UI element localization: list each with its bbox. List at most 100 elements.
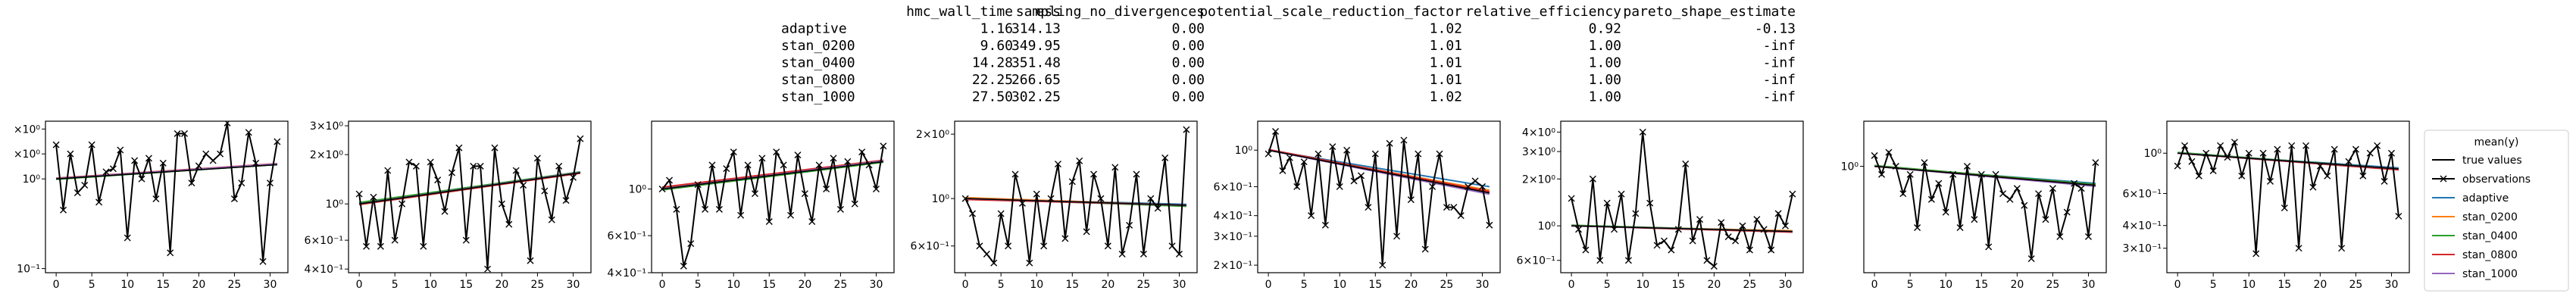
- observation-marker: [801, 190, 808, 198]
- x-tick-label: 20: [1707, 279, 1721, 291]
- y-tick-label: 10⁰: [932, 193, 950, 205]
- observation-marker: [52, 141, 60, 148]
- plot-frame: [954, 120, 1198, 273]
- x-tick-label: 10: [1030, 279, 1043, 291]
- observation-marker: [666, 176, 674, 184]
- x-tick-label: 15: [1671, 279, 1685, 291]
- observation-marker: [2035, 190, 2043, 198]
- observation-marker: [117, 146, 124, 154]
- plot-area: [1265, 128, 1493, 269]
- observation-marker: [1421, 245, 1429, 253]
- observation-marker: [2302, 142, 2310, 149]
- observation-marker: [2366, 149, 2374, 157]
- table-cell: 266.65: [1011, 72, 1061, 88]
- x-tick-label: 15: [762, 279, 776, 291]
- y-tick-label: 10⁻¹: [17, 264, 40, 276]
- observation-marker: [470, 162, 477, 170]
- observation-marker: [123, 234, 131, 242]
- chart-panel: 0 5 10 15 20 25 30 3×10⁻¹ 4×10⁻¹ 6×10⁻¹ 10⁰: [2123, 120, 2410, 291]
- observation-marker: [412, 162, 420, 170]
- observation-marker: [1293, 183, 1301, 190]
- observation-marker: [1083, 228, 1090, 236]
- x-tick-label: 5: [998, 279, 1005, 291]
- observation-marker: [1611, 226, 1618, 233]
- observation-marker: [138, 175, 145, 183]
- true-values-line: [56, 164, 277, 180]
- y-tick-label: 2×10⁰: [310, 149, 343, 161]
- observation-marker: [520, 182, 527, 189]
- observation-marker: [1133, 170, 1140, 178]
- observation-marker: [1753, 216, 1761, 223]
- legend-item: stan_0200: [2432, 211, 2518, 223]
- observation-marker: [548, 216, 555, 223]
- observation-marker: [1646, 199, 1654, 207]
- plot-frame: [1863, 120, 2107, 273]
- table-cell: 0.00: [1172, 72, 1205, 88]
- observation-marker: [1568, 195, 1575, 202]
- observations-line: [1268, 131, 1490, 266]
- fit-line: [1874, 164, 2096, 186]
- x-tick-label: 30: [2385, 279, 2399, 291]
- observations-line: [55, 123, 278, 262]
- observation-marker: [266, 180, 274, 187]
- legend-box: [2424, 130, 2569, 292]
- observation-marker: [2209, 167, 2217, 174]
- observation-marker: [737, 211, 745, 219]
- plot-frame: [651, 120, 895, 273]
- observation-marker: [259, 258, 267, 265]
- observation-marker: [2027, 255, 2035, 263]
- observation-marker: [1443, 204, 1450, 211]
- plot-area: [52, 121, 281, 265]
- observation-marker: [1653, 242, 1661, 249]
- observation-marker: [808, 218, 816, 225]
- table-column-header: potential_scale_reduction_factor: [1199, 4, 1462, 20]
- observation-marker: [1977, 170, 1985, 178]
- observation-marker: [2174, 162, 2181, 170]
- observation-marker: [455, 144, 463, 152]
- plot-area: [1568, 128, 1796, 270]
- observation-marker: [2281, 204, 2288, 211]
- observation-marker: [780, 161, 787, 169]
- observations-line: [2177, 139, 2399, 254]
- observation-marker: [851, 200, 858, 208]
- observation-marker: [1047, 195, 1055, 202]
- y-tick-label: 4×10⁻¹: [608, 267, 646, 280]
- observation-marker: [88, 141, 95, 148]
- y-tick-label: 6×10⁻¹: [305, 235, 343, 247]
- observation-marker: [1161, 154, 1169, 161]
- observation-marker: [858, 148, 866, 156]
- table-row-name: stan_1000: [781, 89, 855, 105]
- observation-marker: [708, 161, 716, 169]
- x-tick-label: 15: [2277, 279, 2291, 291]
- observation-marker: [1097, 195, 1105, 202]
- observation-marker: [577, 135, 584, 142]
- legend-item: stan_0800: [2432, 249, 2518, 261]
- observation-marker: [1486, 221, 1493, 229]
- observations-line: [661, 145, 884, 267]
- table-cell: 314.13: [1011, 21, 1061, 37]
- y-tick-label: 4×10⁻¹: [1214, 211, 1252, 223]
- observation-marker: [773, 148, 780, 156]
- observation-marker: [1914, 223, 1921, 231]
- observation-marker: [1899, 190, 1907, 198]
- observation-marker: [67, 150, 74, 158]
- observation-marker: [1871, 152, 1878, 159]
- observation-marker: [1689, 237, 1696, 245]
- observation-marker: [1154, 205, 1161, 212]
- observation-marker: [1321, 221, 1329, 229]
- observation-marker: [1118, 250, 1126, 258]
- observation-marker: [1985, 243, 1993, 251]
- observation-marker: [2387, 149, 2395, 157]
- observation-marker: [370, 193, 377, 201]
- observation-marker: [1315, 150, 1322, 158]
- observation-marker: [1040, 242, 1048, 250]
- observation-marker: [1168, 242, 1176, 250]
- observation-marker: [687, 240, 695, 248]
- observation-marker: [2395, 212, 2402, 220]
- legend-label: stan_0200: [2462, 211, 2518, 223]
- table-cell: 1.16: [980, 21, 1013, 37]
- y-tick-label: 2×10⁰: [1522, 173, 1555, 186]
- observation-marker: [1575, 226, 1583, 233]
- y-tick-label: 4×10⁻¹: [2123, 220, 2162, 233]
- observation-marker: [1365, 204, 1372, 211]
